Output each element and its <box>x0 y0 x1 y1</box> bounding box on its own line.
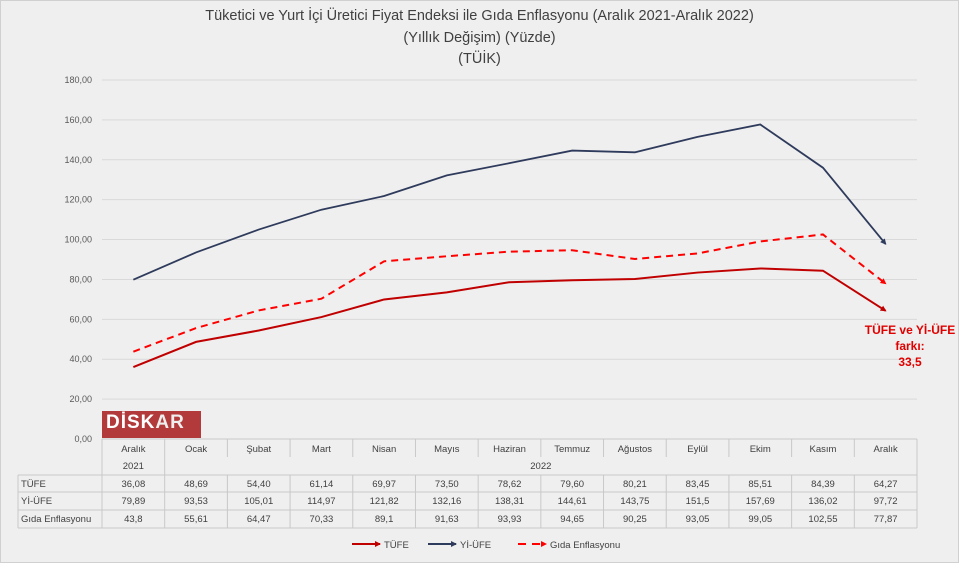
table-cell: 54,40 <box>247 479 271 490</box>
table-cell: 99,05 <box>748 514 772 525</box>
table-cell: 84,39 <box>811 479 835 490</box>
y-tick-label: 160,00 <box>64 115 92 125</box>
table-cell: 70,33 <box>310 514 334 525</box>
y-tick-label: 180,00 <box>64 75 92 85</box>
table-cell: 61,14 <box>310 479 334 490</box>
table-cell: 91,63 <box>435 514 459 525</box>
table-cell: 90,25 <box>623 514 647 525</box>
legend-label: Gıda Enflasyonu <box>550 540 620 551</box>
legend-label: Yİ-ÜFE <box>460 540 491 551</box>
table-cell: 73,50 <box>435 479 459 490</box>
x-tick-label: Temmuz <box>554 444 590 455</box>
table-cell: 121,82 <box>370 496 399 507</box>
y-tick-label: 80,00 <box>69 274 92 284</box>
table-series-name: Gıda Enflasyonu <box>21 514 91 525</box>
table-cell: 69,97 <box>372 479 396 490</box>
table-cell: 43,8 <box>124 514 143 525</box>
table-cell: 79,89 <box>121 496 145 507</box>
table-cell: 151,5 <box>686 496 710 507</box>
x-tick-label: Ekim <box>750 444 771 455</box>
y-tick-label: 120,00 <box>64 195 92 205</box>
x-tick-label: Haziran <box>493 444 526 455</box>
y-tick-label: 40,00 <box>69 354 92 364</box>
year-label: 2021 <box>123 461 144 472</box>
table-cell: 55,61 <box>184 514 208 525</box>
series-line-gida-enflasyonu <box>132 233 887 353</box>
y-tick-label: 140,00 <box>64 155 92 165</box>
legend-label: TÜFE <box>384 540 409 551</box>
table-cell: 144,61 <box>558 496 587 507</box>
table-cell: 94,65 <box>560 514 584 525</box>
year-label: 2022 <box>530 461 551 472</box>
x-tick-label: Ocak <box>185 444 207 455</box>
x-tick-label: Kasım <box>809 444 836 455</box>
y-tick-label: 20,00 <box>69 394 92 404</box>
chart-source: (TÜİK) <box>458 51 501 67</box>
table-cell: 83,45 <box>686 479 710 490</box>
legend-item: TÜFE <box>352 540 409 551</box>
table-cell: 48,69 <box>184 479 208 490</box>
legend-item: Yİ-ÜFE <box>428 540 491 551</box>
table-cell: 143,75 <box>620 496 649 507</box>
diskar-logo: DİSKAR <box>102 411 201 438</box>
table-cell: 77,87 <box>874 514 898 525</box>
x-tick-label: Eylül <box>687 444 708 455</box>
table-cell: 64,27 <box>874 479 898 490</box>
annotation-line-1: TÜFE ve Yİ-ÜFE <box>864 323 956 337</box>
x-tick-label: Şubat <box>246 444 271 455</box>
table-cell: 132,16 <box>432 496 461 507</box>
x-tick-label: Ağustos <box>618 444 653 455</box>
table-cell: 79,60 <box>560 479 584 490</box>
legend-item: Gıda Enflasyonu <box>518 540 620 551</box>
y-tick-label: 60,00 <box>69 314 92 324</box>
annotation-line-2: farkı: <box>895 339 925 353</box>
chart-subtitle: (Yıllık Değişim) (Yüzde) <box>403 30 556 46</box>
table-cell: 36,08 <box>121 479 145 490</box>
annotation-line-3: 33,5 <box>898 355 922 369</box>
table-cell: 97,72 <box>874 496 898 507</box>
table-cell: 93,93 <box>498 514 522 525</box>
table-cell: 80,21 <box>623 479 647 490</box>
table-cell: 102,55 <box>808 514 837 525</box>
table-cell: 93,53 <box>184 496 208 507</box>
table-cell: 85,51 <box>748 479 772 490</box>
x-tick-label: Mart <box>312 444 331 455</box>
series-line-tufe <box>132 267 887 368</box>
table-series-name: TÜFE <box>21 479 46 490</box>
series-line-yi-ufe <box>132 123 887 281</box>
y-tick-label: 100,00 <box>64 235 92 245</box>
table-cell: 157,69 <box>746 496 775 507</box>
table-cell: 89,1 <box>375 514 394 525</box>
x-tick-label: Mayıs <box>434 444 460 455</box>
table-cell: 105,01 <box>244 496 273 507</box>
x-tick-label: Aralık <box>121 444 146 455</box>
table-cell: 93,05 <box>686 514 710 525</box>
table-cell: 64,47 <box>247 514 271 525</box>
x-tick-label: Aralık <box>874 444 899 455</box>
chart-title: Tüketici ve Yurt İçi Üretici Fiyat Endek… <box>205 8 754 24</box>
table-cell: 78,62 <box>498 479 522 490</box>
x-tick-label: Nisan <box>372 444 396 455</box>
difference-annotation: TÜFE ve Yİ-ÜFE farkı: 33,5 <box>862 322 958 370</box>
table-cell: 114,97 <box>307 496 335 507</box>
y-tick-label: 0,00 <box>74 434 92 444</box>
table-cell: 138,31 <box>495 496 524 507</box>
table-series-name: Yİ-ÜFE <box>21 496 52 507</box>
table-cell: 136,02 <box>808 496 837 507</box>
